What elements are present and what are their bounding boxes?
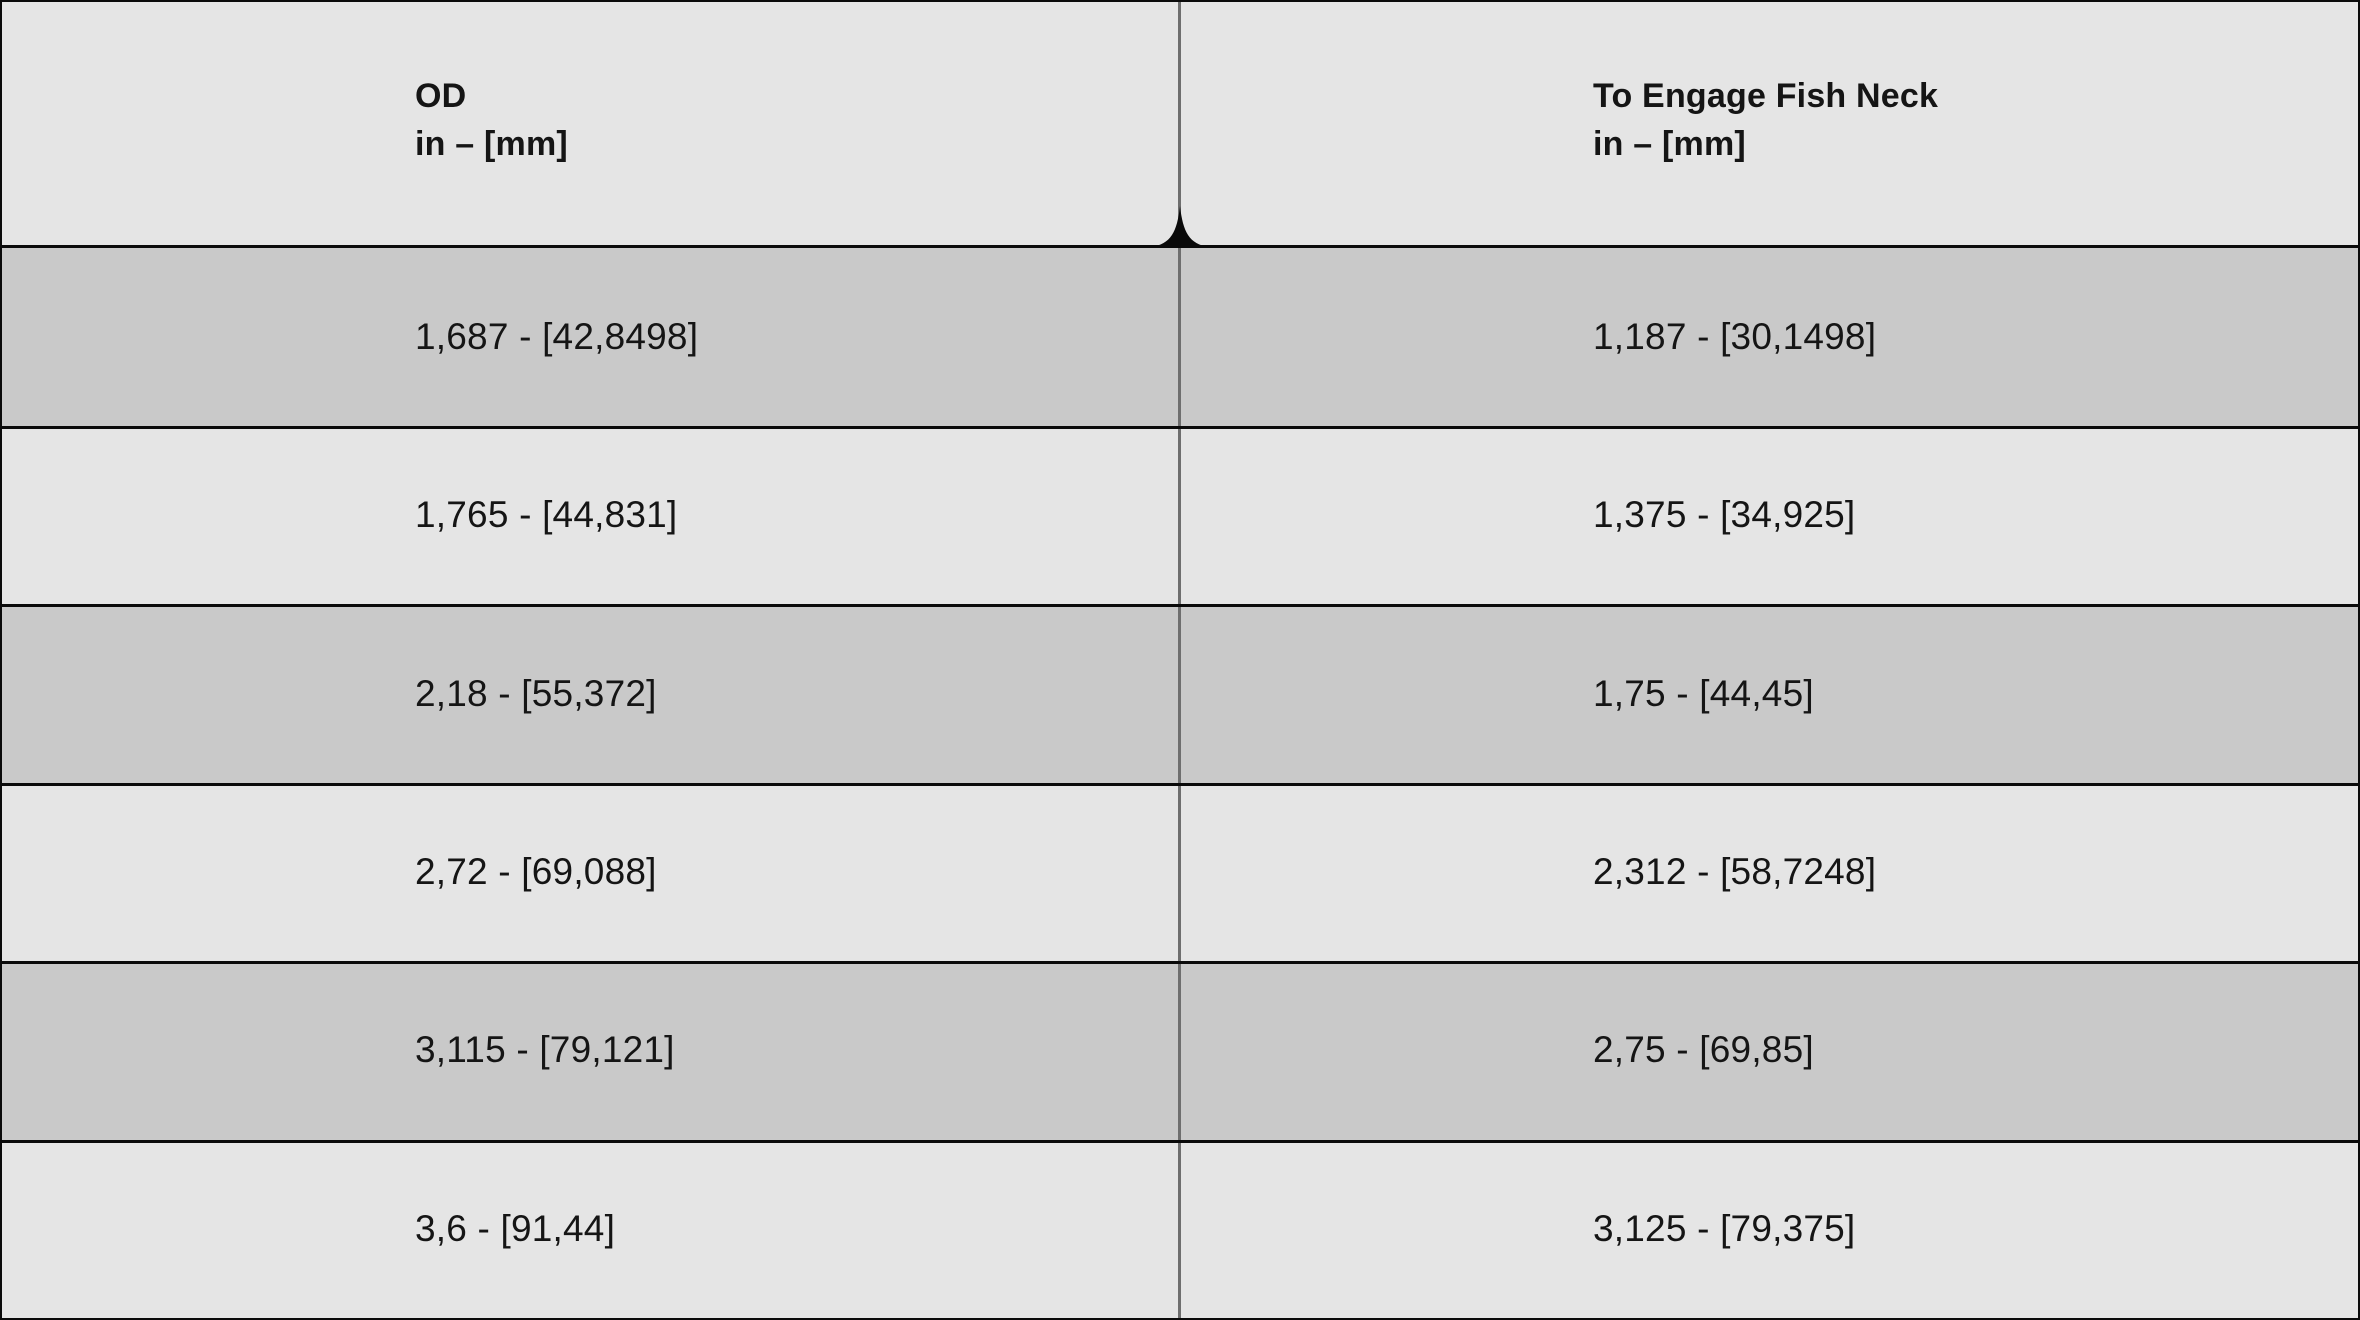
cell-od: 2,72 - [69,088] <box>415 851 657 893</box>
cell-fish-neck: 2,75 - [69,85] <box>1593 1029 1814 1071</box>
column-divider <box>1178 2 1181 1318</box>
cell-od: 1,765 - [44,831] <box>415 494 678 536</box>
column-title: To Engage Fish Neck <box>1593 77 1939 115</box>
column-subtitle: in – [mm] <box>1593 125 1746 163</box>
row-separator <box>2 783 2358 786</box>
cell-fish-neck: 1,187 - [30,1498] <box>1593 316 1877 358</box>
cell-fish-neck: 1,375 - [34,925] <box>1593 494 1856 536</box>
column-title: OD <box>415 77 467 115</box>
cell-od: 2,18 - [55,372] <box>415 672 657 714</box>
cusp-arrow-icon <box>1151 206 1209 247</box>
column-subtitle: in – [mm] <box>415 125 568 163</box>
cell-od: 3,115 - [79,121] <box>415 1029 675 1071</box>
cell-fish-neck: 1,75 - [44,45] <box>1593 672 1814 714</box>
column-header-fish-neck: To Engage Fish Neck in – [mm] <box>1180 2 2358 245</box>
row-separator <box>2 1140 2358 1143</box>
column-header-od: OD in – [mm] <box>2 2 1180 245</box>
cell-fish-neck: 2,312 - [58,7248] <box>1593 851 1877 893</box>
row-separator <box>2 426 2358 429</box>
row-separator <box>2 961 2358 964</box>
cell-fish-neck: 3,125 - [79,375] <box>1593 1207 1856 1249</box>
cell-od: 3,6 - [91,44] <box>415 1207 616 1249</box>
cell-od: 1,687 - [42,8498] <box>415 316 699 358</box>
row-separator <box>2 604 2358 607</box>
